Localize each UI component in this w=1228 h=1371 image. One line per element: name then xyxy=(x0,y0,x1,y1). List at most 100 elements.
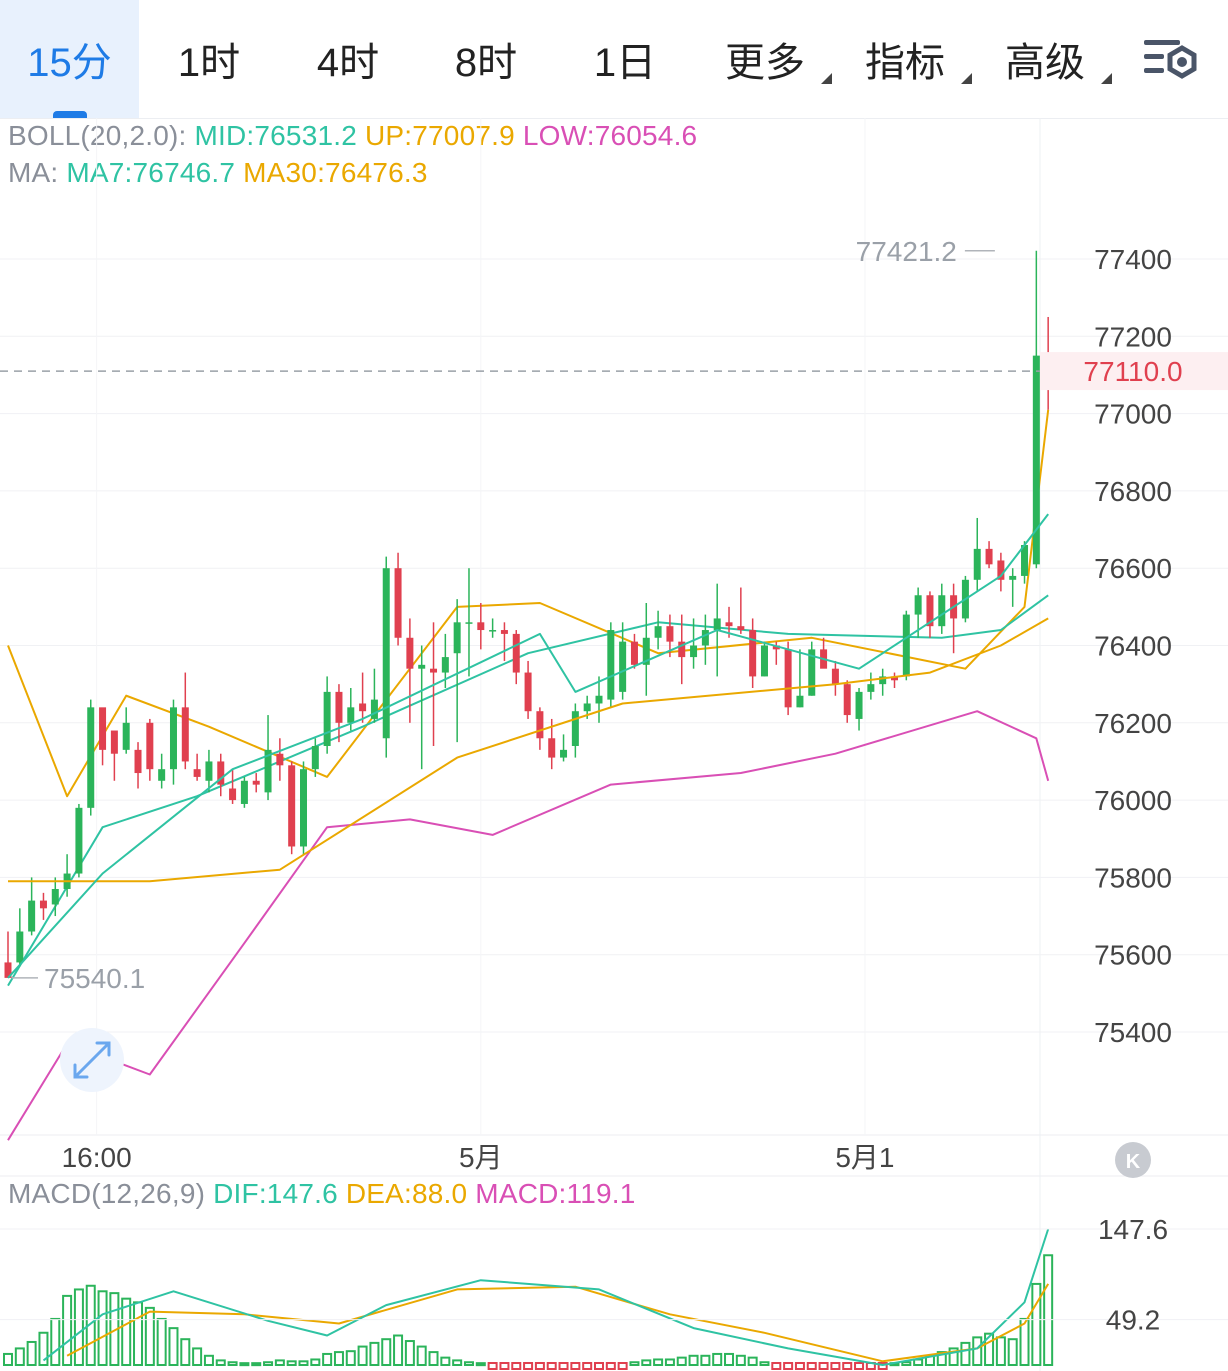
tab-8h[interactable]: 8时 xyxy=(417,0,555,118)
macd-histogram-bar xyxy=(570,1362,581,1370)
candle-body xyxy=(690,645,698,658)
candle-body xyxy=(99,707,107,750)
candle-body xyxy=(831,668,839,685)
candle-body xyxy=(926,595,934,627)
macd-histogram-bar xyxy=(3,1352,13,1367)
macd-histogram-bar xyxy=(794,1362,805,1370)
macd-histogram-bar xyxy=(546,1362,557,1370)
macd-histogram-bar xyxy=(227,1361,238,1366)
price-axis-label: 76200 xyxy=(1094,708,1172,739)
candle-body xyxy=(560,749,568,758)
candle-body xyxy=(619,641,627,692)
k-badge-letter: K xyxy=(1126,1151,1141,1173)
candle-body xyxy=(122,722,130,750)
macd-histogram-bar xyxy=(298,1360,309,1366)
macd-histogram-bar xyxy=(121,1297,132,1367)
tab-1h[interactable]: 1时 xyxy=(139,0,279,118)
macd-histogram-bar xyxy=(629,1361,640,1366)
macd-histogram-bar xyxy=(582,1362,593,1370)
time-axis-label: 5月1 xyxy=(835,1142,894,1173)
macd-histogram-bar xyxy=(369,1341,380,1367)
macd-axis: 147.6 49.2 xyxy=(0,1214,1228,1336)
macd-histogram-value: MACD:119.1 xyxy=(475,1178,636,1209)
price-axis-label: 77400 xyxy=(1094,244,1172,275)
tab-advanced-dropdown[interactable]: 高级 xyxy=(980,0,1112,118)
macd-histogram-bar xyxy=(1019,1317,1030,1367)
macd-histogram-bar xyxy=(700,1354,711,1366)
macd-histogram-bar xyxy=(203,1354,214,1366)
macd-histogram-bar xyxy=(1007,1338,1018,1367)
tab-indicators-dropdown[interactable]: 指标 xyxy=(840,0,972,118)
candle-body xyxy=(760,645,768,677)
tab-1d[interactable]: 1日 xyxy=(555,0,695,118)
price-markers: 77110.0 77421.2 75540.1 xyxy=(0,236,1228,994)
candle-body xyxy=(477,622,485,631)
macd-histogram-bar xyxy=(972,1336,983,1366)
candle-body xyxy=(607,630,615,700)
macd-histogram-bar xyxy=(73,1288,84,1367)
boll-mid-value: MID:76531.2 xyxy=(194,120,357,151)
time-axis-label: 5月 xyxy=(459,1142,503,1173)
macd-panel xyxy=(3,1228,1054,1370)
price-axis: 77400 77200 77000 76800 76600 76400 76200 76000… xyxy=(1094,244,1172,1048)
chart-grid xyxy=(0,118,1228,1371)
tab-15min[interactable]: 15分 xyxy=(0,0,139,118)
macd-axis-label: 49.2 xyxy=(1106,1305,1161,1336)
candle-body xyxy=(678,641,686,658)
macd-histogram-bar xyxy=(747,1356,758,1367)
boll-up-value: UP:77007.9 xyxy=(364,120,515,151)
k-line-badge[interactable]: K xyxy=(1115,1142,1151,1178)
macd-histogram-bar xyxy=(534,1362,545,1370)
price-axis-label: 76000 xyxy=(1094,785,1172,816)
macd-histogram-bar xyxy=(842,1362,853,1370)
tab-label: 指标 xyxy=(865,41,945,85)
candle-body xyxy=(39,900,47,909)
candle-body xyxy=(311,745,319,770)
candle-body xyxy=(335,691,343,723)
candle-body xyxy=(4,962,12,978)
tab-4h[interactable]: 4时 xyxy=(279,0,417,118)
macd-histogram-bar xyxy=(144,1306,155,1367)
candle-body xyxy=(252,780,260,785)
macd-histogram-bar xyxy=(381,1338,392,1367)
macd-histogram-bar xyxy=(463,1361,474,1366)
candle-body xyxy=(737,626,745,631)
macd-histogram-bar xyxy=(830,1362,841,1370)
candle-body xyxy=(902,614,910,677)
ma7-line xyxy=(7,513,1049,979)
macd-histogram-bar xyxy=(192,1347,203,1367)
price-axis-label: 76800 xyxy=(1094,476,1172,507)
chart-settings-button[interactable] xyxy=(1125,0,1215,118)
macd-histogram-bar xyxy=(960,1341,971,1367)
dropdown-triangle-icon xyxy=(821,73,832,84)
candle-body xyxy=(914,595,922,615)
candle-body xyxy=(347,707,355,723)
macd-histogram-bar xyxy=(984,1332,995,1367)
macd-histogram-bar xyxy=(688,1354,699,1366)
candle-body xyxy=(323,691,331,746)
candle-body xyxy=(1009,575,1017,580)
candle-body xyxy=(158,769,166,781)
candle-body xyxy=(595,695,603,704)
tab-label: 1时 xyxy=(177,41,241,85)
candle-body xyxy=(205,761,213,781)
macd-histogram-bar xyxy=(806,1362,817,1370)
tab-label: 8时 xyxy=(454,41,518,85)
candle-body xyxy=(500,630,508,634)
macd-histogram-bar xyxy=(771,1362,782,1370)
macd-histogram-bar xyxy=(62,1294,73,1366)
tab-more-dropdown[interactable]: 更多 xyxy=(700,0,832,118)
candle-body xyxy=(134,749,142,774)
macd-histogram-bar xyxy=(712,1352,723,1367)
candle-body xyxy=(701,630,709,646)
macd-histogram-bar xyxy=(404,1340,415,1366)
candle-body xyxy=(524,672,532,712)
macd-histogram-bar xyxy=(523,1362,534,1370)
macd-dif-value: DIF:147.6 xyxy=(213,1178,338,1209)
boll-upper-line xyxy=(7,409,1050,798)
expand-chart-button[interactable] xyxy=(60,1028,124,1092)
candle-body xyxy=(642,637,650,665)
macd-histogram-bar xyxy=(995,1336,1006,1366)
macd-histogram-bar xyxy=(783,1362,794,1370)
